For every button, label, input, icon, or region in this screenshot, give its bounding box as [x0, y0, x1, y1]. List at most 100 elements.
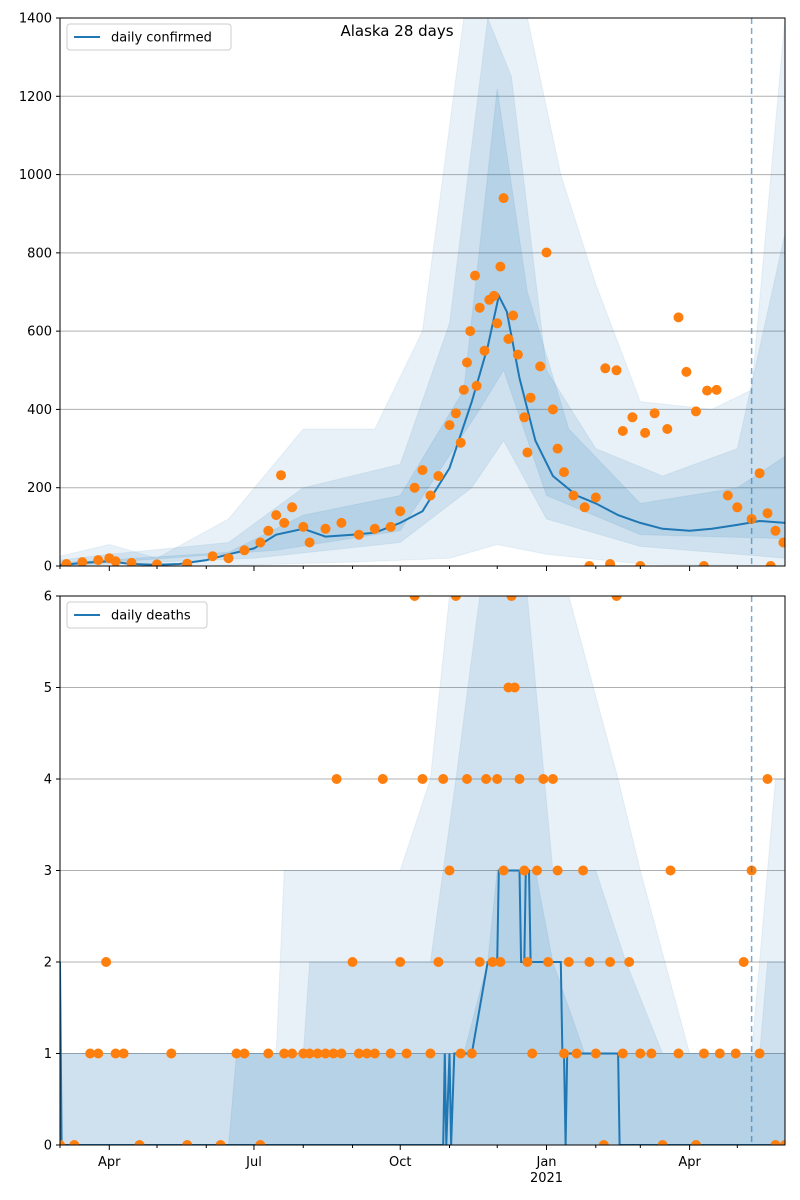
- y-tick-label: 1000: [19, 168, 52, 183]
- y-tick-label: 4: [44, 773, 52, 788]
- observed-point: [369, 523, 380, 534]
- observed-point: [738, 957, 749, 967]
- observed-point: [207, 551, 218, 562]
- observed-point: [353, 1048, 364, 1059]
- observed-point: [571, 1048, 582, 1059]
- observed-point: [110, 1048, 121, 1059]
- observed-point: [691, 406, 701, 417]
- observed-point: [93, 1048, 104, 1059]
- observed-point: [605, 957, 616, 967]
- observed-point: [698, 561, 709, 566]
- observed-point: [600, 363, 611, 374]
- observed-point: [312, 1048, 323, 1059]
- observed-point: [673, 312, 684, 323]
- observed-point: [101, 957, 112, 967]
- observed-point: [552, 443, 563, 454]
- y-tick-label: 1400: [19, 12, 52, 27]
- observed-point: [627, 412, 638, 423]
- observed-point: [578, 865, 589, 876]
- observed-point: [754, 468, 765, 479]
- observed-point: [765, 561, 776, 566]
- y-tick-label: 0: [44, 560, 52, 575]
- observed-point: [263, 525, 274, 536]
- observed-point: [320, 1048, 331, 1059]
- observed-point: [617, 426, 628, 436]
- observed-point: [492, 318, 503, 329]
- observed-point: [466, 1048, 477, 1059]
- y-tick-label: 1: [44, 1047, 52, 1062]
- observed-point: [522, 447, 533, 458]
- observed-point: [665, 865, 676, 876]
- observed-point: [563, 957, 574, 967]
- legend-box: [66, 23, 232, 51]
- observed-point: [590, 492, 601, 503]
- y-tick-label: 3: [44, 864, 52, 879]
- observed-point: [479, 345, 490, 356]
- observed-point: [535, 361, 546, 372]
- uncertainty-band-1: [60, 18, 785, 566]
- observed-point: [547, 774, 558, 784]
- observed-point: [77, 557, 88, 566]
- observed-point: [110, 556, 121, 566]
- observed-point: [450, 408, 461, 419]
- series-line: [60, 869, 785, 1145]
- observed-point: [646, 1048, 657, 1059]
- observed-point: [770, 1140, 781, 1145]
- observed-point: [455, 437, 466, 448]
- observed-point: [61, 559, 72, 566]
- observed-point: [498, 865, 509, 876]
- observed-point: [231, 1048, 242, 1059]
- observed-point: [417, 465, 428, 476]
- observed-point: [702, 385, 713, 396]
- observed-point: [425, 490, 436, 501]
- observed-point: [519, 865, 530, 876]
- observed-point: [492, 774, 503, 784]
- observed-point: [778, 537, 785, 548]
- y-tick-label: 200: [27, 481, 52, 496]
- observed-point: [512, 349, 523, 360]
- observed-point: [320, 523, 331, 534]
- x-tick-label: Apr: [678, 1155, 701, 1170]
- observed-point: [568, 490, 579, 501]
- observed-point: [455, 1048, 466, 1059]
- observed-point: [617, 1048, 628, 1059]
- observed-point: [640, 427, 651, 438]
- uncertainty-band-0: [60, 18, 785, 566]
- observed-point: [304, 1048, 315, 1059]
- observed-point: [347, 957, 358, 967]
- observed-point: [714, 1048, 725, 1059]
- observed-point: [509, 682, 520, 693]
- observed-point: [215, 1140, 226, 1145]
- x-tick-label: Jan: [535, 1155, 556, 1170]
- x-tick-label: Jul: [245, 1155, 262, 1170]
- observed-point: [134, 1140, 145, 1145]
- observed-point: [598, 1140, 609, 1145]
- observed-point: [611, 365, 622, 376]
- observed-point: [395, 957, 406, 967]
- observed-point: [662, 424, 673, 434]
- observed-point: [780, 1140, 785, 1145]
- observed-point: [754, 1048, 765, 1059]
- observed-point: [353, 529, 364, 540]
- observed-point: [276, 470, 286, 481]
- observed-point: [698, 1048, 709, 1059]
- observed-point: [223, 553, 234, 564]
- observed-point: [508, 310, 519, 321]
- observed-point: [770, 525, 781, 536]
- observed-point: [331, 774, 342, 784]
- observed-point: [93, 555, 104, 566]
- observed-point: [369, 1048, 380, 1059]
- observed-point: [166, 1048, 177, 1059]
- x-tick-label: Oct: [389, 1155, 411, 1170]
- observed-point: [409, 596, 420, 601]
- observed-point: [635, 561, 646, 566]
- y-tick-label: 0: [44, 1139, 52, 1154]
- observed-point: [527, 1048, 538, 1059]
- y-tick-label: 6: [44, 590, 52, 605]
- observed-point: [519, 412, 530, 423]
- observed-point: [409, 482, 420, 493]
- observed-point: [711, 384, 722, 395]
